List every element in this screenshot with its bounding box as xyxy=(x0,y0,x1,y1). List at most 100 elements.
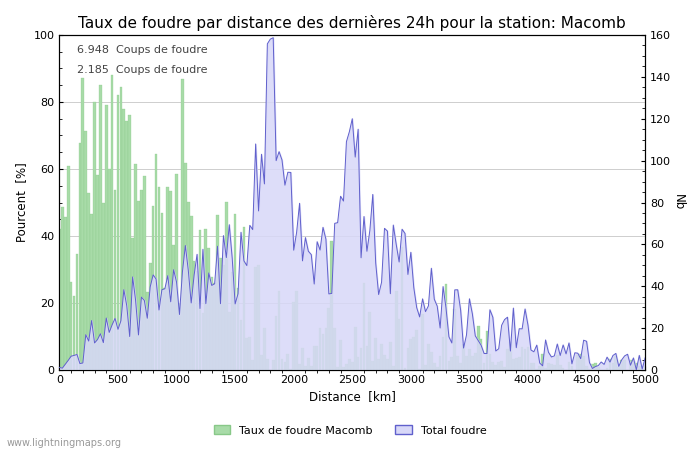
Y-axis label: Pourcent  [%]: Pourcent [%] xyxy=(15,162,28,243)
Bar xyxy=(606,368,608,370)
Title: Taux de foudre par distance des dernières 24h pour la station: Macomb: Taux de foudre par distance des dernière… xyxy=(78,15,626,31)
Bar xyxy=(284,362,286,370)
Bar xyxy=(424,365,427,370)
Bar xyxy=(509,342,512,370)
Bar xyxy=(61,207,64,370)
Bar xyxy=(73,296,76,370)
Bar xyxy=(187,202,190,370)
Bar xyxy=(90,214,93,370)
Bar xyxy=(254,267,257,370)
Bar xyxy=(278,291,281,370)
Bar xyxy=(286,354,289,370)
Bar xyxy=(580,354,582,370)
Bar xyxy=(500,361,503,370)
Bar xyxy=(629,360,632,370)
Bar xyxy=(368,312,371,370)
Bar xyxy=(96,175,99,370)
Bar xyxy=(321,334,324,370)
Bar xyxy=(591,364,594,370)
Bar xyxy=(307,359,309,370)
Bar xyxy=(506,349,509,370)
Bar xyxy=(412,337,415,370)
Bar xyxy=(363,283,365,370)
Bar xyxy=(471,356,474,370)
Bar xyxy=(377,359,380,370)
Bar xyxy=(503,367,506,370)
Bar xyxy=(515,358,517,370)
Bar xyxy=(374,338,377,370)
Bar xyxy=(398,320,400,370)
Bar xyxy=(272,360,274,370)
Bar xyxy=(556,355,559,370)
Bar xyxy=(228,312,230,370)
Bar xyxy=(149,264,151,370)
Bar xyxy=(486,332,489,370)
Bar xyxy=(269,369,272,370)
Bar xyxy=(442,337,444,370)
Bar xyxy=(122,109,125,370)
Bar xyxy=(125,122,128,370)
Bar xyxy=(143,176,146,370)
Bar xyxy=(207,248,210,370)
Bar xyxy=(550,364,553,370)
Bar xyxy=(266,359,269,370)
Bar xyxy=(360,348,363,370)
Bar xyxy=(111,75,113,370)
Bar xyxy=(140,190,143,370)
Bar xyxy=(459,363,462,370)
Bar xyxy=(594,363,596,370)
Bar xyxy=(474,354,477,370)
Bar xyxy=(81,78,84,370)
Bar xyxy=(76,254,78,370)
Bar xyxy=(400,248,403,370)
Bar xyxy=(219,258,222,370)
Bar xyxy=(204,229,207,370)
Bar xyxy=(289,369,292,370)
Legend: Taux de foudre Macomb, Total foudre: Taux de foudre Macomb, Total foudre xyxy=(209,421,491,440)
Bar xyxy=(518,357,521,370)
Bar xyxy=(620,360,623,370)
Bar xyxy=(99,85,102,370)
Bar xyxy=(419,369,421,370)
Bar xyxy=(632,361,635,370)
Bar xyxy=(547,363,550,370)
Bar xyxy=(623,360,626,370)
Bar xyxy=(234,214,237,370)
Bar xyxy=(483,363,485,370)
Bar xyxy=(538,366,541,370)
Bar xyxy=(70,282,73,370)
Bar xyxy=(454,309,456,370)
Bar xyxy=(582,356,585,370)
Bar xyxy=(190,216,193,370)
Bar xyxy=(562,368,564,370)
Bar xyxy=(64,217,66,370)
Bar xyxy=(430,352,433,370)
Bar xyxy=(342,367,345,370)
Bar xyxy=(386,359,389,370)
Bar xyxy=(117,95,119,370)
Bar xyxy=(160,213,163,370)
Bar xyxy=(281,359,284,370)
Bar xyxy=(451,357,453,370)
Bar xyxy=(318,328,321,370)
Bar xyxy=(108,169,111,370)
Bar xyxy=(351,362,354,370)
Bar xyxy=(494,365,497,370)
Bar xyxy=(521,346,524,370)
Bar xyxy=(333,328,336,370)
Bar xyxy=(304,366,307,370)
Bar xyxy=(202,313,204,370)
Bar xyxy=(447,361,450,370)
Bar xyxy=(480,339,482,370)
Bar xyxy=(243,227,245,370)
Bar xyxy=(588,369,591,370)
Bar xyxy=(102,202,105,370)
Bar xyxy=(410,339,412,370)
Bar xyxy=(498,362,500,370)
Bar xyxy=(184,163,187,370)
Bar xyxy=(439,356,442,370)
Bar xyxy=(134,163,137,370)
Bar xyxy=(553,365,556,370)
Bar xyxy=(214,283,216,370)
Bar xyxy=(433,363,435,370)
